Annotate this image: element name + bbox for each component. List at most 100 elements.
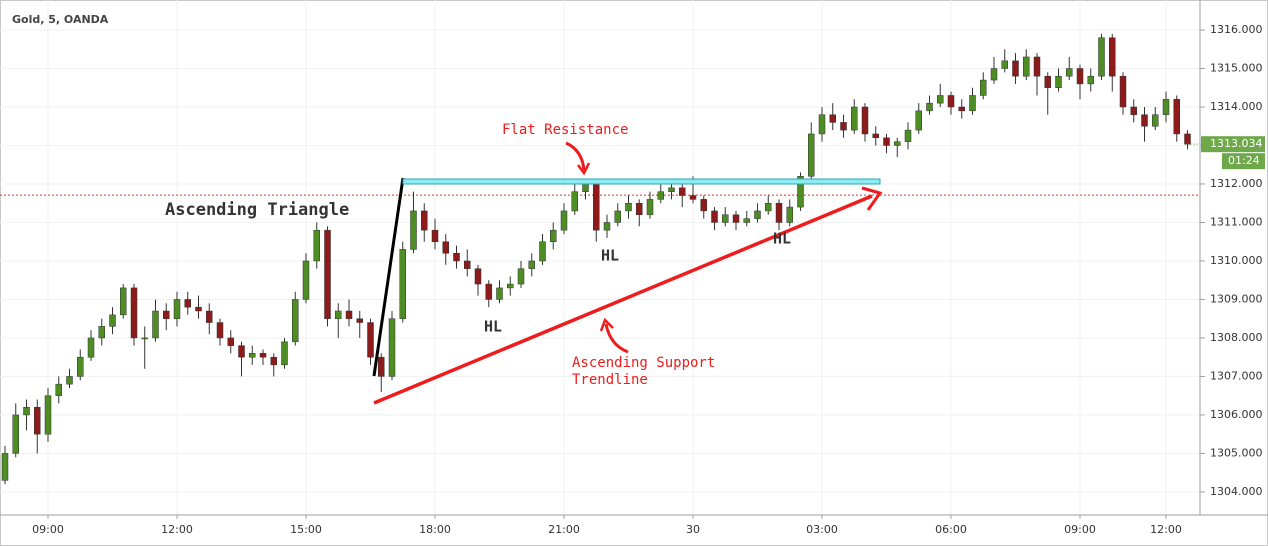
candle-body	[98, 326, 105, 339]
candle-body	[1055, 75, 1062, 89]
candle-body	[517, 268, 525, 285]
candle-body	[410, 210, 417, 250]
candle-body	[818, 114, 826, 135]
candle-body	[324, 229, 331, 319]
candle-body	[216, 322, 224, 339]
candle-body	[238, 345, 245, 358]
arrow	[565, 141, 586, 171]
candle-body	[109, 314, 116, 327]
x-tick-label: 09:00	[32, 523, 64, 536]
y-tick-label: 1304.000	[1210, 485, 1263, 498]
candle-body	[23, 406, 30, 416]
candle-body	[378, 356, 385, 377]
y-tick-label: 1310.000	[1210, 254, 1263, 267]
candle-body	[614, 210, 621, 223]
candle-body	[44, 395, 52, 435]
hl-label: HL	[601, 247, 619, 265]
candle-body	[55, 383, 62, 396]
candle-body	[152, 310, 159, 339]
candle-body	[872, 133, 879, 139]
candle-body	[1012, 60, 1019, 77]
x-tick-label: 15:00	[290, 523, 322, 536]
candle-body	[1, 453, 9, 481]
countdown-label: 01:24	[1228, 154, 1260, 167]
chart-title: Gold, 5, OANDA	[12, 13, 109, 26]
candle-body	[270, 356, 277, 366]
candle-body	[958, 106, 965, 112]
arrow-head	[577, 162, 591, 176]
candle-body	[550, 229, 557, 242]
candle-body	[808, 133, 815, 177]
candle-body	[1119, 75, 1127, 108]
candle-body	[571, 191, 578, 212]
candle-body	[539, 241, 546, 262]
candle-body	[926, 102, 933, 112]
candle-body	[980, 79, 987, 96]
candle-body	[66, 376, 73, 385]
candle-body	[765, 202, 772, 212]
candle-body	[1162, 99, 1170, 115]
candle-body	[679, 187, 686, 196]
candle-body	[851, 106, 858, 131]
x-tick-label: 18:00	[419, 523, 451, 536]
last-price-label: 1313.034	[1210, 137, 1263, 150]
y-tick-label: 1305.000	[1210, 446, 1263, 459]
grid	[0, 0, 1200, 515]
candle-body	[130, 287, 138, 339]
candle-body	[421, 210, 428, 231]
candle-body	[356, 318, 363, 323]
candle-body	[141, 337, 148, 340]
candle-body	[302, 260, 310, 300]
y-tick-label: 1308.000	[1210, 331, 1263, 344]
resistance-label: Flat Resistance	[502, 122, 628, 138]
candle-body	[184, 299, 191, 308]
candle-body	[1109, 37, 1116, 77]
x-tick-label: 06:00	[935, 523, 967, 536]
candle-body	[388, 318, 396, 377]
candle-body	[1076, 68, 1084, 85]
candle-body	[743, 218, 750, 223]
candle-body	[345, 310, 353, 319]
candle-body	[259, 353, 267, 358]
candle-body	[861, 106, 869, 135]
y-tick-label: 1314.000	[1210, 100, 1263, 113]
candle-body	[1141, 114, 1148, 127]
candle-body	[195, 306, 202, 312]
candle-body	[915, 110, 922, 131]
pattern-label: Ascending Triangle	[165, 200, 349, 220]
last-price-box	[1201, 136, 1265, 153]
candle-body	[34, 406, 41, 435]
hl-label: HL	[773, 230, 791, 248]
x-tick-label: 09:00	[1064, 523, 1096, 536]
candle-body	[249, 353, 256, 358]
hl-label: HL	[484, 318, 502, 336]
triangle-side	[372, 177, 405, 377]
candle-body	[1098, 37, 1105, 77]
candle-body	[603, 222, 611, 231]
candle-body	[431, 229, 439, 242]
plot	[1, 33, 1200, 485]
candle-body	[689, 195, 697, 200]
candle-body	[313, 229, 320, 262]
candle-body	[625, 202, 632, 212]
candle-body	[722, 214, 729, 223]
axes: 1304.000 1305.000 1306.000 1307.000 1308.000…	[32, 23, 1265, 536]
candle-body	[173, 299, 181, 319]
y-tick-label: 1306.000	[1210, 408, 1263, 421]
candle-body	[1001, 60, 1008, 69]
arrow-head	[599, 317, 614, 332]
arrow-head	[861, 186, 883, 211]
x-tick-label: 30	[686, 523, 700, 536]
candle-body	[496, 287, 503, 300]
candle-body	[937, 95, 944, 104]
candle-body	[1130, 106, 1137, 115]
candle-body	[87, 337, 95, 358]
candle-body	[754, 210, 761, 219]
candle-body	[593, 183, 600, 231]
x-tick-label: 03:00	[806, 523, 838, 536]
y-tick-label: 1315.000	[1210, 62, 1263, 75]
candle-body	[1087, 75, 1094, 85]
candle-body	[1023, 56, 1030, 77]
